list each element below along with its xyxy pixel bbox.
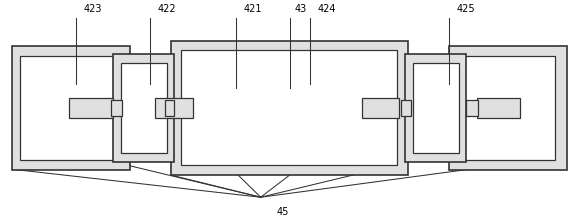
Text: 424: 424 — [318, 4, 336, 14]
Bar — [20, 56, 117, 160]
Bar — [112, 54, 174, 162]
Bar — [120, 62, 167, 153]
Bar — [361, 98, 399, 118]
Text: 423: 423 — [84, 4, 102, 14]
Bar — [181, 50, 397, 165]
Text: 421: 421 — [243, 4, 262, 14]
Text: 43: 43 — [295, 4, 307, 14]
Bar — [449, 46, 567, 170]
Bar — [155, 98, 193, 118]
Bar — [165, 100, 174, 116]
Bar — [111, 100, 122, 116]
Text: 422: 422 — [157, 4, 176, 14]
Bar — [458, 56, 555, 160]
Bar — [69, 98, 112, 118]
Bar — [401, 100, 411, 116]
Bar — [413, 62, 459, 153]
Bar — [12, 46, 130, 170]
Bar — [405, 54, 467, 162]
Text: 45: 45 — [277, 207, 289, 217]
Bar — [467, 100, 478, 116]
Text: 425: 425 — [457, 4, 475, 14]
Bar — [477, 98, 520, 118]
Bar — [171, 41, 408, 175]
